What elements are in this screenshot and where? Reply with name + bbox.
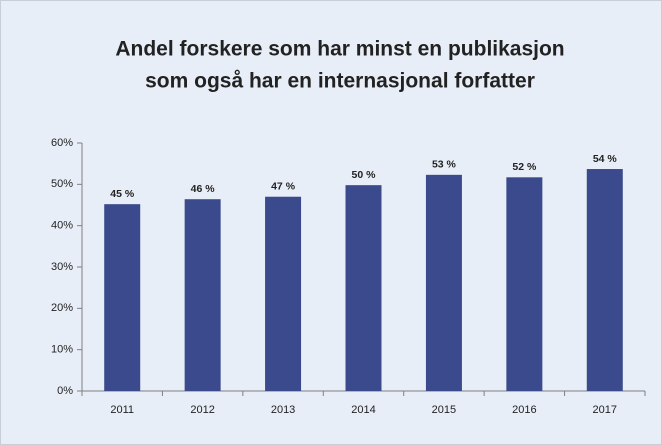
y-tick-label: 50% — [51, 178, 73, 190]
y-tick-label: 40% — [51, 220, 73, 232]
bar — [345, 185, 382, 391]
bar — [586, 169, 623, 391]
bar — [506, 177, 543, 391]
value-label: 52 % — [512, 161, 537, 173]
x-tick-label: 2012 — [190, 404, 214, 416]
y-tick-label: 0% — [57, 385, 73, 397]
bar — [104, 204, 141, 391]
x-tick-label: 2011 — [110, 404, 134, 416]
x-tick-label: 2013 — [271, 404, 295, 416]
y-tick-label: 10% — [51, 344, 73, 356]
value-label: 45 % — [110, 188, 135, 200]
value-label: 46 % — [191, 183, 216, 195]
x-tick-label: 2017 — [593, 404, 617, 416]
x-tick-label: 2014 — [351, 404, 375, 416]
value-label: 50 % — [352, 169, 377, 181]
bar — [184, 199, 221, 391]
bar — [265, 196, 302, 391]
value-label: 47 % — [271, 181, 296, 193]
y-tick-label: 30% — [51, 261, 73, 273]
chart-title: Andel forskere som har minst en publikas… — [115, 38, 564, 61]
value-label: 54 % — [593, 153, 618, 165]
bar — [425, 174, 462, 391]
x-tick-label: 2015 — [432, 404, 456, 416]
chart-title: som også har en internasjonal forfatter — [145, 70, 535, 93]
y-tick-label: 20% — [51, 302, 73, 314]
x-tick-label: 2016 — [512, 404, 536, 416]
y-tick-label: 60% — [51, 137, 73, 149]
value-label: 53 % — [432, 159, 457, 171]
